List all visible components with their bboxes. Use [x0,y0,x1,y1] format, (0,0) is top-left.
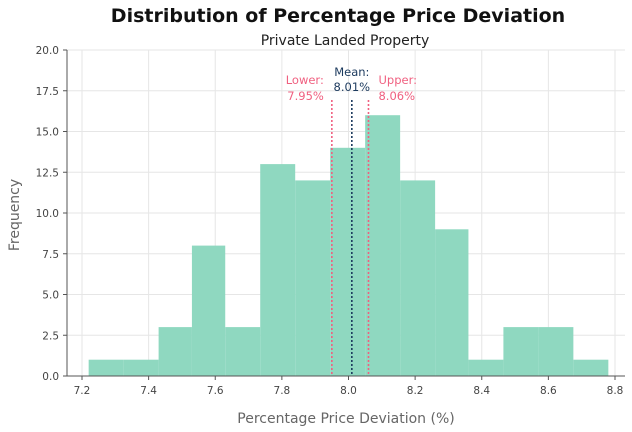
upper-label-value: 8.06% [378,89,415,103]
histogram-bar [123,359,159,376]
x-tick-label: 8.0 [340,385,357,397]
y-tick-label: 10.0 [36,208,59,220]
x-tick-label: 7.4 [140,385,157,397]
x-tick-label: 8.6 [540,385,557,397]
histogram-bar [503,327,539,376]
y-tick-label: 7.5 [42,249,59,261]
lower-label-title: Lower: [286,73,324,87]
histogram-bar [295,180,331,376]
chart-title: Distribution of Percentage Price Deviati… [111,5,565,27]
histogram-bar [158,327,192,376]
histogram-bars [88,115,609,376]
x-tick-label: 7.2 [74,385,91,397]
y-tick-label: 20.0 [36,45,59,57]
reference-lines: Lower: 7.95% Mean:8.01% Upper: 8.06% [286,65,417,376]
lower-label-value: 7.95% [287,89,324,103]
x-tick-label: 8.4 [473,385,490,397]
x-tick-label: 8.2 [407,385,424,397]
histogram-bar [365,115,401,376]
y-axis-ticks: 0.0 2.5 5.0 7.5 10.0 12.5 15.0 17.5 20.0 [36,45,67,383]
x-axis-label: Percentage Price Deviation (%) [237,411,454,427]
histogram-bar [435,229,469,376]
histogram-bar [88,359,124,376]
x-tick-label: 7.6 [207,385,224,397]
histogram-bar [538,327,574,376]
x-tick-label: 7.8 [274,385,291,397]
histogram-bar [260,164,296,376]
mean-label-title: Mean: [334,65,369,79]
y-tick-label: 15.0 [36,127,59,139]
histogram-bar [573,359,609,376]
y-tick-label: 0.0 [42,371,59,383]
chart-subtitle: Private Landed Property [261,33,430,49]
y-tick-label: 17.5 [36,86,59,98]
y-tick-label: 12.5 [36,167,59,179]
x-tick-label: 8.8 [607,385,624,397]
histogram-bar [225,327,261,376]
mean-label-value: 8.01% [334,80,371,94]
histogram-bar [468,359,504,376]
y-tick-label: 2.5 [42,330,59,342]
x-axis-ticks: 7.2 7.4 7.6 7.8 8.0 8.2 8.4 8.6 8.8 [74,376,624,397]
histogram-bar [400,180,436,376]
y-axis-label: Frequency [7,179,23,251]
y-tick-label: 5.0 [42,290,59,302]
upper-label-title: Upper: [378,73,417,87]
histogram-bar [330,147,366,376]
histogram-bar [191,245,226,376]
